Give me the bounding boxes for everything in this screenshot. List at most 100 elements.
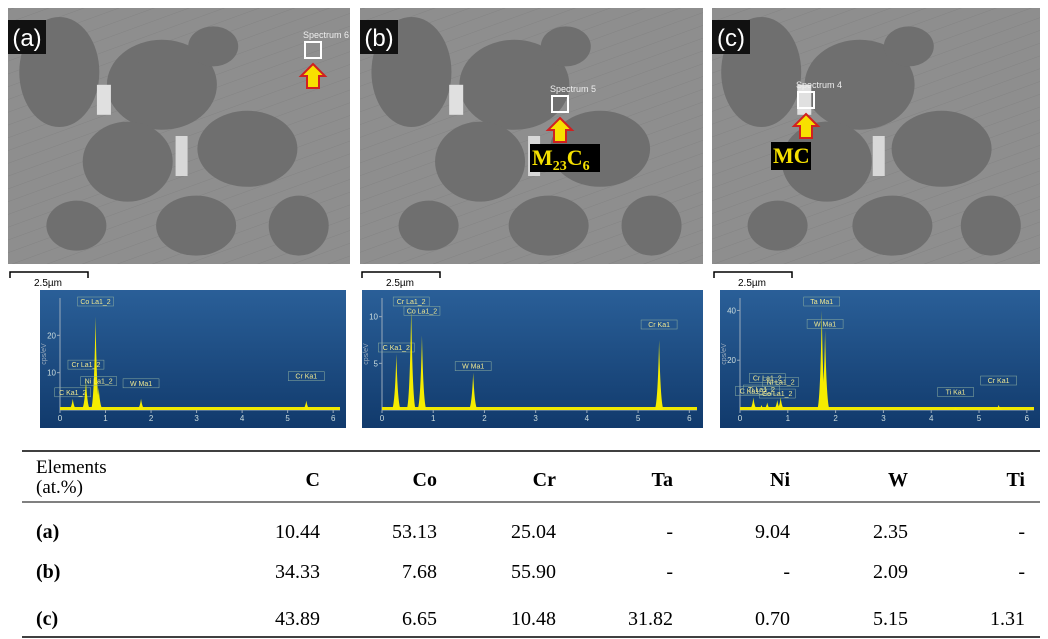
table-cell: 5.15 [873,608,908,630]
peak-label-box [77,296,114,307]
peak-label: C Ka1_2 [59,390,86,397]
table-header: Ni [770,469,790,491]
peak-label-box [806,319,844,329]
grain [883,26,934,67]
row-label: (c) [36,608,58,630]
arrow [298,62,328,89]
peak-label: Ti Ka1 [946,390,966,397]
label-bg [360,20,398,54]
peak-label: Ni La1_2 [767,380,795,387]
peak-label: Ti La1_2 [748,387,775,394]
table-cell: - [666,561,673,583]
grain [268,195,329,256]
peak-label-box [748,373,786,383]
peak-label: W Ma1 [462,364,484,371]
x-tick-label: 6 [1025,414,1030,423]
background-counts [60,407,340,410]
peak [654,340,665,410]
peak [756,405,767,410]
peak-label-box [80,376,117,386]
table-cell: 55.90 [511,561,556,583]
table-cell: - [783,561,790,583]
spectrum-marker [304,41,322,59]
y-tick-label: 10 [47,369,56,378]
scale-bar [9,271,89,278]
peak [748,397,759,410]
table-header: Ta [651,469,673,491]
table-cell: 1.31 [990,608,1025,630]
grain [747,200,808,251]
table-header: Cr [533,469,556,491]
grain [891,110,992,187]
grain [156,195,237,256]
x-tick-label: 3 [533,414,538,423]
spectrum-name: Spectrum 5 [550,84,596,94]
grain [540,26,591,67]
spectrum-bg [720,290,1040,428]
peak [406,307,417,410]
table-cell: - [1018,561,1025,583]
x-tick-label: 4 [240,414,245,423]
x-tick-label: 4 [929,414,934,423]
peak-label-box [378,342,415,353]
row-label: (a) [36,521,59,543]
phase-part: 6 [583,159,590,174]
grain [804,39,915,130]
x-tick-label: 6 [687,414,692,423]
phase-part: M [532,145,553,170]
peak [301,400,312,410]
x-tick-label: 5 [636,414,641,423]
peak-label-box [67,359,105,370]
phase-part: C [567,145,583,170]
y-tick-label: 20 [727,356,736,365]
table-header: W [888,469,908,491]
label-bg [8,20,46,54]
grain [197,110,298,187]
table: Elements (at.%) C Co Cr Ta Ni W Ti (a) 10.44 53.13 2… [36,457,1025,630]
table-cell: 43.89 [275,608,320,630]
peak-label-box [640,319,678,330]
peak-label-box [454,361,492,371]
peak-label: Co La1_2 [407,308,437,315]
phase-bg [530,144,600,172]
peak-label: Ta Ma1 [810,299,833,306]
table-header: Elements (at.%) [36,457,107,498]
spectrum-marker [551,95,569,113]
panel-label: (b) [364,25,393,52]
peak [416,335,427,410]
arrow [545,116,575,143]
x-tick-label: 6 [331,414,336,423]
grain [960,195,1021,256]
grain [508,195,589,256]
panel: (c) Spectrum 4 MC 2.5µm cps/eV 0 1 2 3 4 5 6 20 40 C K… [712,8,1040,428]
peak-label-box [288,371,325,381]
table-cell: 53.13 [392,521,437,543]
background-counts [740,407,1034,410]
scale-label: 2.5µm [738,278,766,289]
peak [468,372,479,410]
peak-label-box [759,388,796,399]
x-tick-label: 1 [786,414,791,423]
peak-label-box [803,296,840,307]
bright-phase [175,136,188,176]
table-cell: 10.48 [511,608,556,630]
peak [820,330,831,410]
table-cell: 10.44 [275,521,320,543]
peak [772,400,783,410]
spectrum-bg [40,290,346,428]
x-tick-label: 1 [431,414,436,423]
label-bg [712,20,750,54]
peak-label-box [392,296,430,307]
x-tick-label: 2 [482,414,487,423]
peak-label: W Ma1 [130,381,152,388]
peak [993,405,1004,410]
spectrum-marker [797,91,815,109]
peak [775,397,786,410]
x-tick-label: 0 [58,414,63,423]
peak-label-box [762,377,799,387]
grain [188,26,239,67]
phase-part: 23 [553,159,567,174]
grain [82,121,173,202]
